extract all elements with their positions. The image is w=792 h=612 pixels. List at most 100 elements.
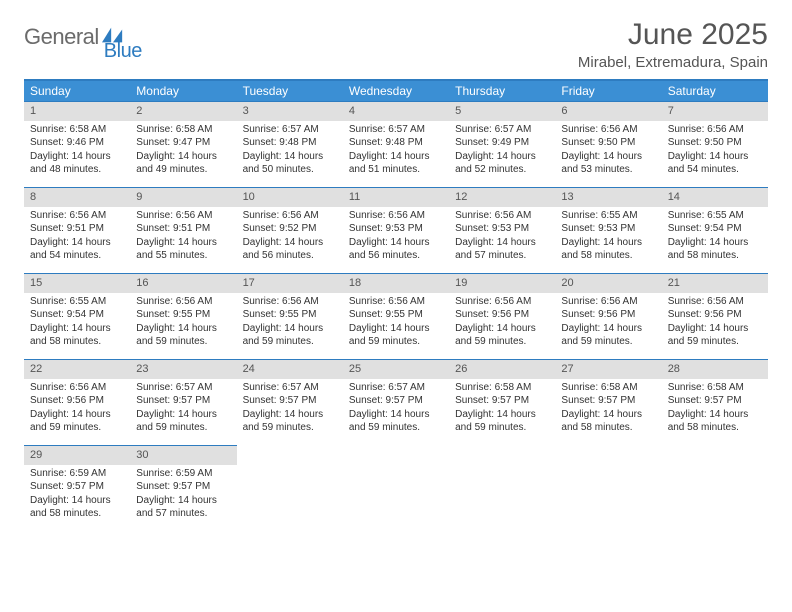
day-number: 13 <box>555 187 661 207</box>
calendar-day-cell: 26Sunrise: 6:58 AMSunset: 9:57 PMDayligh… <box>449 359 555 445</box>
brand-text-2: Blue <box>104 40 142 63</box>
day-number: 20 <box>555 273 661 293</box>
day-details: Sunrise: 6:56 AMSunset: 9:51 PMDaylight:… <box>24 207 130 267</box>
calendar-day-cell <box>237 445 343 531</box>
calendar-table: SundayMondayTuesdayWednesdayThursdayFrid… <box>24 79 768 531</box>
weekday-header: Tuesday <box>237 80 343 101</box>
calendar-day-cell: 17Sunrise: 6:56 AMSunset: 9:55 PMDayligh… <box>237 273 343 359</box>
calendar-day-cell: 16Sunrise: 6:56 AMSunset: 9:55 PMDayligh… <box>130 273 236 359</box>
day-number: 21 <box>662 273 768 293</box>
calendar-day-cell: 9Sunrise: 6:56 AMSunset: 9:51 PMDaylight… <box>130 187 236 273</box>
day-number: 4 <box>343 101 449 121</box>
day-number: 5 <box>449 101 555 121</box>
calendar-day-cell: 7Sunrise: 6:56 AMSunset: 9:50 PMDaylight… <box>662 101 768 187</box>
calendar-day-cell: 29Sunrise: 6:59 AMSunset: 9:57 PMDayligh… <box>24 445 130 531</box>
day-number: 27 <box>555 359 661 379</box>
calendar-day-cell: 18Sunrise: 6:56 AMSunset: 9:55 PMDayligh… <box>343 273 449 359</box>
weekday-header: Monday <box>130 80 236 101</box>
day-details: Sunrise: 6:56 AMSunset: 9:52 PMDaylight:… <box>237 207 343 267</box>
calendar-day-cell: 8Sunrise: 6:56 AMSunset: 9:51 PMDaylight… <box>24 187 130 273</box>
day-number: 11 <box>343 187 449 207</box>
calendar-week-row: 29Sunrise: 6:59 AMSunset: 9:57 PMDayligh… <box>24 445 768 531</box>
day-details: Sunrise: 6:57 AMSunset: 9:48 PMDaylight:… <box>343 121 449 181</box>
day-number: 22 <box>24 359 130 379</box>
day-number: 6 <box>555 101 661 121</box>
calendar-day-cell: 19Sunrise: 6:56 AMSunset: 9:56 PMDayligh… <box>449 273 555 359</box>
weekday-header: Wednesday <box>343 80 449 101</box>
day-number: 24 <box>237 359 343 379</box>
calendar-day-cell: 24Sunrise: 6:57 AMSunset: 9:57 PMDayligh… <box>237 359 343 445</box>
calendar-day-cell <box>555 445 661 531</box>
day-number: 3 <box>237 101 343 121</box>
day-details: Sunrise: 6:56 AMSunset: 9:51 PMDaylight:… <box>130 207 236 267</box>
day-details: Sunrise: 6:56 AMSunset: 9:55 PMDaylight:… <box>343 293 449 353</box>
header: General Blue June 2025 Mirabel, Extremad… <box>24 18 768 71</box>
day-number: 28 <box>662 359 768 379</box>
day-number: 15 <box>24 273 130 293</box>
calendar-day-cell: 2Sunrise: 6:58 AMSunset: 9:47 PMDaylight… <box>130 101 236 187</box>
brand-logo: General Blue <box>24 24 164 50</box>
calendar-day-cell: 23Sunrise: 6:57 AMSunset: 9:57 PMDayligh… <box>130 359 236 445</box>
day-number: 25 <box>343 359 449 379</box>
day-number: 30 <box>130 445 236 465</box>
day-details: Sunrise: 6:55 AMSunset: 9:54 PMDaylight:… <box>24 293 130 353</box>
day-number: 2 <box>130 101 236 121</box>
weekday-header-row: SundayMondayTuesdayWednesdayThursdayFrid… <box>24 80 768 101</box>
calendar-day-cell <box>449 445 555 531</box>
day-details: Sunrise: 6:56 AMSunset: 9:55 PMDaylight:… <box>237 293 343 353</box>
day-number: 29 <box>24 445 130 465</box>
day-number: 23 <box>130 359 236 379</box>
day-number: 7 <box>662 101 768 121</box>
month-title: June 2025 <box>578 18 768 52</box>
calendar-week-row: 22Sunrise: 6:56 AMSunset: 9:56 PMDayligh… <box>24 359 768 445</box>
day-details: Sunrise: 6:57 AMSunset: 9:48 PMDaylight:… <box>237 121 343 181</box>
calendar-day-cell <box>662 445 768 531</box>
calendar-day-cell: 20Sunrise: 6:56 AMSunset: 9:56 PMDayligh… <box>555 273 661 359</box>
day-details: Sunrise: 6:58 AMSunset: 9:57 PMDaylight:… <box>555 379 661 439</box>
calendar-day-cell: 27Sunrise: 6:58 AMSunset: 9:57 PMDayligh… <box>555 359 661 445</box>
day-details: Sunrise: 6:55 AMSunset: 9:53 PMDaylight:… <box>555 207 661 267</box>
day-details: Sunrise: 6:59 AMSunset: 9:57 PMDaylight:… <box>130 465 236 525</box>
day-number: 9 <box>130 187 236 207</box>
day-details: Sunrise: 6:57 AMSunset: 9:57 PMDaylight:… <box>237 379 343 439</box>
weekday-header: Saturday <box>662 80 768 101</box>
day-number: 14 <box>662 187 768 207</box>
calendar-day-cell: 28Sunrise: 6:58 AMSunset: 9:57 PMDayligh… <box>662 359 768 445</box>
day-details: Sunrise: 6:56 AMSunset: 9:53 PMDaylight:… <box>343 207 449 267</box>
calendar-day-cell: 14Sunrise: 6:55 AMSunset: 9:54 PMDayligh… <box>662 187 768 273</box>
day-number: 18 <box>343 273 449 293</box>
day-details: Sunrise: 6:56 AMSunset: 9:55 PMDaylight:… <box>130 293 236 353</box>
day-number: 1 <box>24 101 130 121</box>
calendar-day-cell: 30Sunrise: 6:59 AMSunset: 9:57 PMDayligh… <box>130 445 236 531</box>
calendar-day-cell: 10Sunrise: 6:56 AMSunset: 9:52 PMDayligh… <box>237 187 343 273</box>
brand-text-1: General <box>24 24 99 50</box>
title-block: June 2025 Mirabel, Extremadura, Spain <box>578 18 768 71</box>
weekday-header: Sunday <box>24 80 130 101</box>
calendar-day-cell: 22Sunrise: 6:56 AMSunset: 9:56 PMDayligh… <box>24 359 130 445</box>
day-details: Sunrise: 6:58 AMSunset: 9:46 PMDaylight:… <box>24 121 130 181</box>
calendar-day-cell: 13Sunrise: 6:55 AMSunset: 9:53 PMDayligh… <box>555 187 661 273</box>
calendar-week-row: 15Sunrise: 6:55 AMSunset: 9:54 PMDayligh… <box>24 273 768 359</box>
calendar-day-cell: 6Sunrise: 6:56 AMSunset: 9:50 PMDaylight… <box>555 101 661 187</box>
day-details: Sunrise: 6:59 AMSunset: 9:57 PMDaylight:… <box>24 465 130 525</box>
calendar-week-row: 8Sunrise: 6:56 AMSunset: 9:51 PMDaylight… <box>24 187 768 273</box>
day-details: Sunrise: 6:57 AMSunset: 9:57 PMDaylight:… <box>130 379 236 439</box>
day-details: Sunrise: 6:56 AMSunset: 9:56 PMDaylight:… <box>662 293 768 353</box>
day-details: Sunrise: 6:56 AMSunset: 9:53 PMDaylight:… <box>449 207 555 267</box>
day-details: Sunrise: 6:57 AMSunset: 9:57 PMDaylight:… <box>343 379 449 439</box>
calendar-day-cell: 1Sunrise: 6:58 AMSunset: 9:46 PMDaylight… <box>24 101 130 187</box>
day-number: 26 <box>449 359 555 379</box>
day-number: 19 <box>449 273 555 293</box>
calendar-day-cell: 4Sunrise: 6:57 AMSunset: 9:48 PMDaylight… <box>343 101 449 187</box>
calendar-day-cell: 3Sunrise: 6:57 AMSunset: 9:48 PMDaylight… <box>237 101 343 187</box>
day-details: Sunrise: 6:58 AMSunset: 9:57 PMDaylight:… <box>662 379 768 439</box>
day-details: Sunrise: 6:58 AMSunset: 9:57 PMDaylight:… <box>449 379 555 439</box>
day-details: Sunrise: 6:56 AMSunset: 9:56 PMDaylight:… <box>24 379 130 439</box>
weekday-header: Thursday <box>449 80 555 101</box>
day-number: 12 <box>449 187 555 207</box>
calendar-day-cell: 5Sunrise: 6:57 AMSunset: 9:49 PMDaylight… <box>449 101 555 187</box>
calendar-day-cell: 21Sunrise: 6:56 AMSunset: 9:56 PMDayligh… <box>662 273 768 359</box>
day-number: 16 <box>130 273 236 293</box>
day-details: Sunrise: 6:56 AMSunset: 9:56 PMDaylight:… <box>555 293 661 353</box>
calendar-week-row: 1Sunrise: 6:58 AMSunset: 9:46 PMDaylight… <box>24 101 768 187</box>
